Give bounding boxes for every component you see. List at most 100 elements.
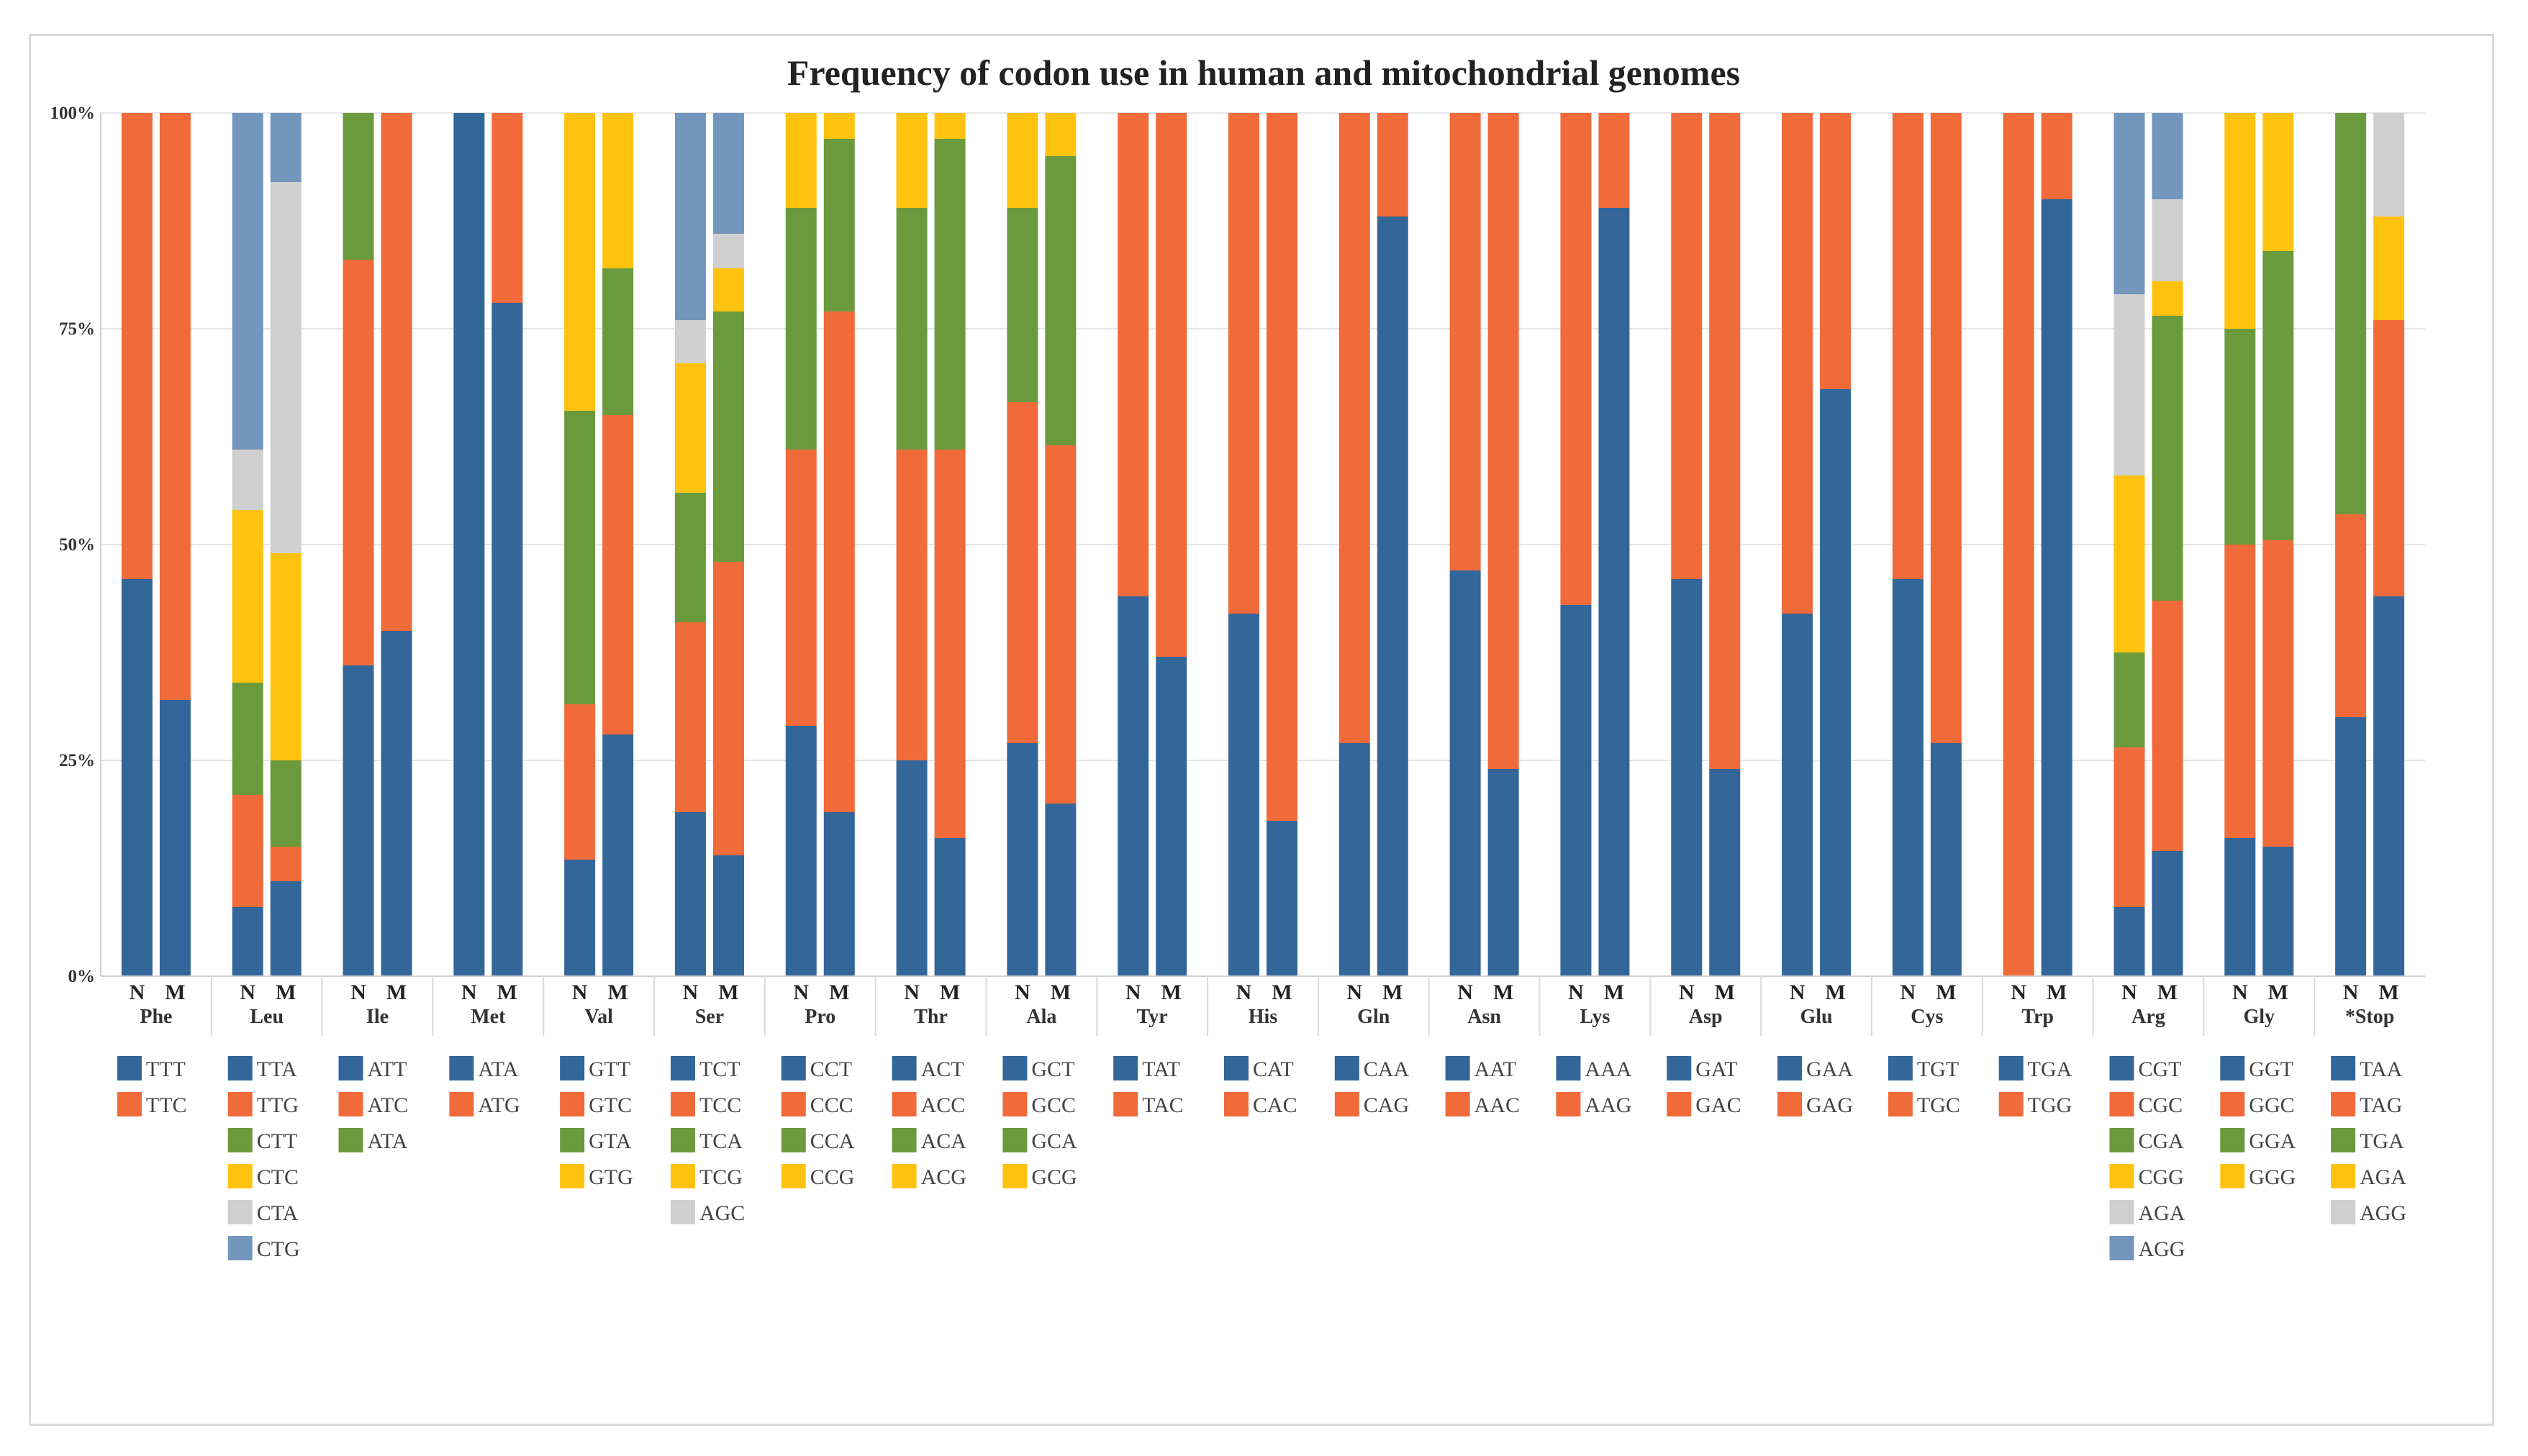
bar-segment-Ser-N-5 xyxy=(674,113,706,320)
bar-segment-Stop-M-1 xyxy=(2373,320,2405,596)
legend-swatch xyxy=(670,1164,695,1188)
y-tick-label: 100% xyxy=(50,104,96,123)
legend-label: CCG xyxy=(810,1165,855,1189)
legend-swatch xyxy=(1002,1164,1028,1188)
legend-swatch xyxy=(338,1056,363,1080)
group-label: Ser xyxy=(695,1006,724,1028)
bar-label-M: M xyxy=(718,980,738,1004)
legend-swatch xyxy=(1224,1092,1249,1116)
bar-label-M: M xyxy=(1604,980,1624,1004)
legend-label: TTT xyxy=(146,1057,186,1081)
bar-segment-Val-N-3 xyxy=(564,113,596,411)
bar-segment-Thr-N-3 xyxy=(896,113,928,208)
bar-segment-His-N-0 xyxy=(1228,614,1259,976)
legend-swatch xyxy=(227,1200,253,1224)
bar-label-M: M xyxy=(829,980,849,1004)
bar-segment-Arg-N-4 xyxy=(2114,294,2145,476)
legend-label: TAA xyxy=(2360,1057,2403,1081)
legend-swatch xyxy=(227,1128,253,1152)
bar-segment-Phe-M-1 xyxy=(159,113,191,700)
bar-label-M: M xyxy=(1715,980,1735,1004)
bar-segment-Thr-M-2 xyxy=(934,139,966,450)
legend-swatch xyxy=(1445,1092,1470,1116)
legend-label: ACA xyxy=(921,1129,967,1153)
bar-label-N: N xyxy=(1236,980,1252,1004)
bar-segment-Trp-M-0 xyxy=(2041,199,2072,976)
legend-label: TTC xyxy=(146,1093,187,1117)
bar-segment-Tyr-M-0 xyxy=(1156,657,1187,976)
bar-segment-Ser-N-0 xyxy=(674,812,706,976)
legend-swatch xyxy=(2109,1164,2134,1188)
bar-segment-Ala-M-1 xyxy=(1045,445,1077,804)
bar-segment-Arg-M-3 xyxy=(2152,281,2183,316)
legend-label: GCG xyxy=(1031,1165,1077,1189)
group-label: Glu xyxy=(1800,1006,1832,1028)
legend-label: AGG xyxy=(2360,1201,2406,1225)
legend-label: GAG xyxy=(1806,1093,1853,1117)
bar-segment-Phe-N-1 xyxy=(121,113,153,579)
y-tick-label: 0% xyxy=(68,967,96,986)
bar-segment-Tyr-M-1 xyxy=(1156,113,1187,657)
legend-swatch xyxy=(2331,1056,2356,1080)
bar-segment-Gln-M-0 xyxy=(1377,217,1408,976)
legend-swatch xyxy=(1002,1128,1028,1152)
bar-segment-Ala-M-2 xyxy=(1045,156,1077,445)
legend-label: TCA xyxy=(699,1129,743,1153)
bar-segment-Val-M-0 xyxy=(602,734,634,976)
legend-swatch xyxy=(2331,1128,2356,1152)
legend-label: CCA xyxy=(810,1129,855,1153)
bar-segment-Thr-N-0 xyxy=(896,760,928,976)
legend-label: CGG xyxy=(2138,1165,2183,1189)
bar-segment-Leu-M-1 xyxy=(270,847,302,881)
bar-label-N: N xyxy=(350,980,366,1004)
legend-swatch xyxy=(1334,1056,1359,1080)
bar-label-N: N xyxy=(461,980,477,1004)
legend-label: ACG xyxy=(921,1165,966,1189)
bar-segment-Leu-N-0 xyxy=(232,907,263,976)
legend-label: TGA xyxy=(2360,1129,2404,1153)
legend-label: TAC xyxy=(1142,1093,1184,1117)
group-label: Arg xyxy=(2131,1006,2165,1028)
legend-label: GGC xyxy=(2249,1093,2294,1117)
bar-segment-Val-N-2 xyxy=(564,411,596,704)
legend-swatch xyxy=(1777,1056,1803,1080)
bar-segment-Leu-M-4 xyxy=(270,182,302,553)
bars xyxy=(121,113,2405,976)
bar-label-M: M xyxy=(2047,980,2067,1004)
bar-label-N: N xyxy=(2343,980,2359,1004)
bar-segment-Asn-M-1 xyxy=(1487,113,1519,769)
bar-segment-Ser-N-3 xyxy=(674,363,706,493)
bar-segment-Arg-M-0 xyxy=(2152,851,2183,976)
bar-segment-Leu-N-2 xyxy=(232,683,263,795)
bar-segment-Ile-M-0 xyxy=(381,631,412,976)
legend-label: GAA xyxy=(1806,1057,1853,1081)
bar-segment-Met-M-0 xyxy=(491,303,523,976)
bar-segment-Ser-M-4 xyxy=(712,234,744,268)
legend-swatch xyxy=(1556,1092,1581,1116)
legend-swatch xyxy=(1667,1056,1692,1080)
bar-segment-His-N-1 xyxy=(1228,113,1259,614)
legend-swatch xyxy=(1998,1056,2024,1080)
legend-label: AAT xyxy=(1474,1057,1516,1081)
legend-label: AGA xyxy=(2360,1165,2406,1189)
bar-segment-Asn-N-0 xyxy=(1449,570,1481,976)
bar-segment-Gly-M-3 xyxy=(2262,113,2294,251)
bar-segment-Asp-M-1 xyxy=(1709,113,1741,769)
legend-swatch xyxy=(560,1164,585,1188)
bar-segment-Val-M-1 xyxy=(602,415,634,734)
bar-segment-Cys-M-1 xyxy=(1930,113,1962,743)
bar-segment-Asp-N-0 xyxy=(1671,579,1703,976)
bar-segment-Ile-M-1 xyxy=(381,113,412,631)
bar-segment-Glu-M-1 xyxy=(1820,113,1852,389)
group-label: Ile xyxy=(366,1006,389,1028)
bar-segment-Leu-M-2 xyxy=(270,760,302,847)
bar-segment-Trp-M-1 xyxy=(2041,113,2072,199)
bar-segment-Thr-N-2 xyxy=(896,208,928,450)
legend-label: AGA xyxy=(2138,1201,2185,1225)
legend-swatch xyxy=(227,1164,253,1188)
bar-label-N: N xyxy=(130,980,145,1004)
bar-segment-Gly-N-2 xyxy=(2224,329,2256,545)
bar-segment-Val-M-2 xyxy=(602,268,634,415)
bar-segment-Glu-N-0 xyxy=(1782,614,1813,976)
bar-segment-Glu-N-1 xyxy=(1782,113,1813,614)
